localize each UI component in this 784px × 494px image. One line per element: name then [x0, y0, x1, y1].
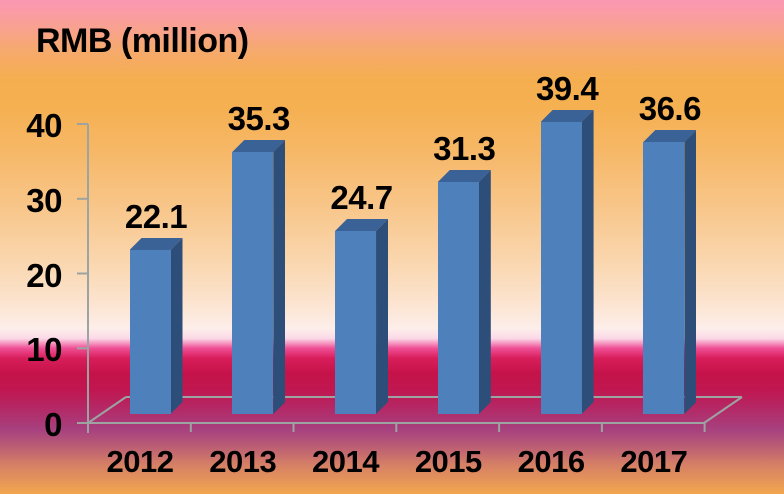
- value-label-2013: 35.3: [227, 100, 291, 137]
- bar-front-face: [232, 152, 274, 414]
- bar-side-face: [479, 170, 491, 414]
- y-axis-label-30: 30: [26, 181, 62, 219]
- bar-top-face: [129, 238, 183, 250]
- x-axis-label-2017: 2017: [620, 444, 688, 479]
- y-axis-label-40: 40: [26, 107, 62, 144]
- bar-front-face: [437, 182, 479, 414]
- value-label-2012: 22.1: [124, 198, 188, 235]
- bar-side-face: [684, 130, 696, 414]
- bar-side-face: [273, 140, 285, 414]
- bar-2015: [437, 170, 491, 414]
- bar-2014: [335, 219, 389, 414]
- x-axis-label-2013: 2013: [209, 444, 277, 479]
- bar-2016: [540, 110, 594, 414]
- bar-2012: [129, 238, 183, 414]
- value-label-2016: 39.4: [535, 70, 599, 107]
- value-label-2015: 31.3: [433, 130, 496, 167]
- floor-right-edge: [703, 396, 743, 424]
- bar-top-face: [232, 140, 286, 152]
- bar-top-face: [643, 130, 697, 142]
- x-axis-label-2016: 2016: [517, 444, 585, 479]
- bar-front-face: [540, 122, 582, 414]
- x-axis-label-2015: 2015: [414, 444, 482, 479]
- bar-front-face: [643, 142, 685, 414]
- bar-side-face: [376, 219, 388, 414]
- x-axis-label-2014: 2014: [312, 444, 380, 479]
- x-axis-label-2012: 2012: [106, 444, 174, 479]
- value-label-2014: 24.7: [330, 179, 393, 216]
- bar-front-face: [129, 250, 171, 414]
- bar-side-face: [171, 238, 183, 414]
- floor-left-edge: [87, 396, 127, 424]
- y-axis-label-10: 10: [26, 331, 62, 369]
- chart-title: RMB (million): [36, 22, 249, 60]
- y-axis-label-20: 20: [26, 256, 62, 294]
- bar-top-face: [437, 170, 491, 182]
- bar-top-face: [335, 219, 389, 231]
- bar-2013: [232, 140, 286, 414]
- bar-side-face: [582, 110, 594, 414]
- bar-2017: [643, 130, 697, 414]
- bar-top-face: [540, 110, 594, 122]
- bar-front-face: [335, 231, 377, 414]
- value-label-2017: 36.6: [638, 90, 702, 127]
- y-axis-label-0: 0: [44, 406, 62, 443]
